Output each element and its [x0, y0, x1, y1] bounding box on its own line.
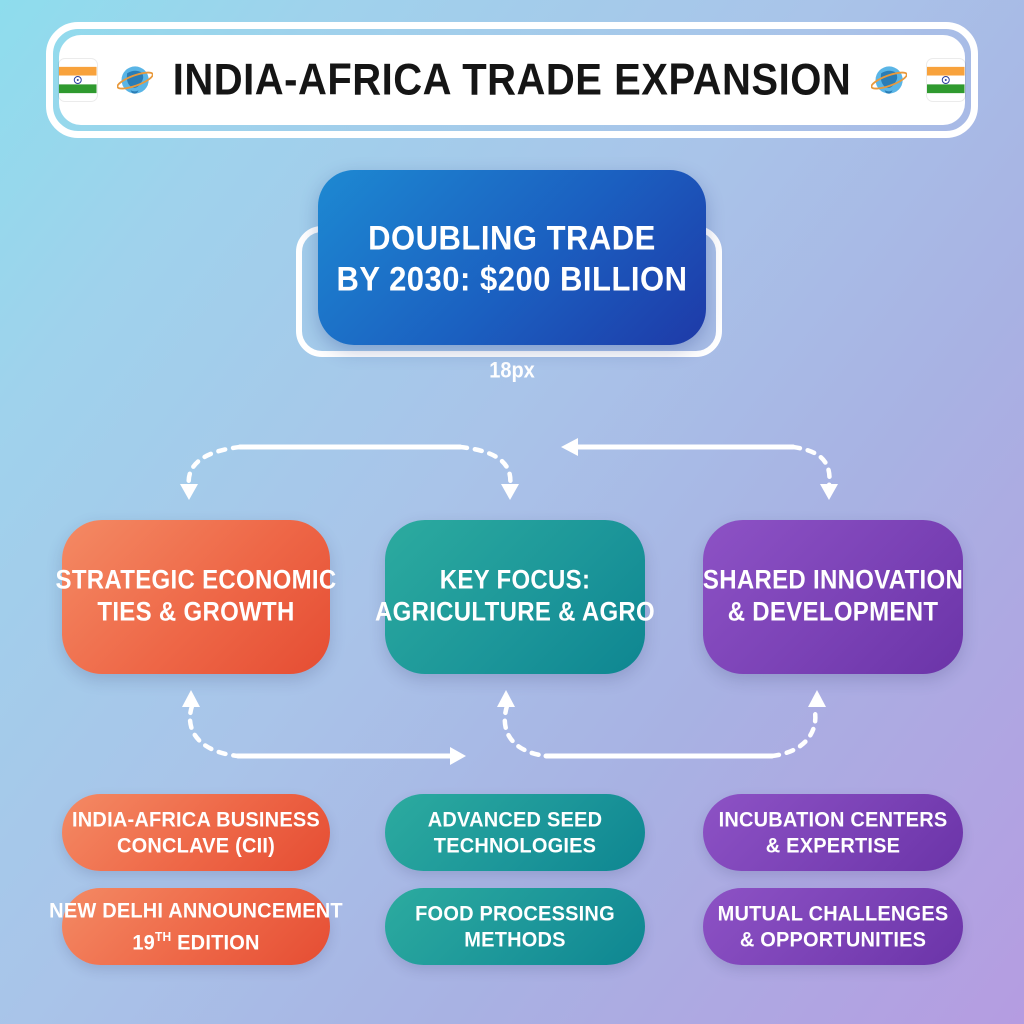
pill-incubation-centers: INCUBATION CENTERS & EXPERTISE	[703, 794, 963, 871]
pill-new-delhi-announcement: NEW DELHI ANNOUNCEMENT 19TH EDITION	[49, 888, 343, 965]
superscript-th: TH	[154, 928, 172, 945]
connector-dashed	[790, 444, 832, 489]
hero-box: DOUBLING TRADE BY 2030: $200 BILLION	[318, 170, 706, 345]
category-label: SHARED INNOVATION	[702, 565, 964, 596]
pill-label: CONCLAVE (CII)	[117, 833, 275, 858]
arrowhead-down-icon	[180, 484, 198, 500]
pill-label: MUTUAL CHALLENGES	[717, 901, 949, 926]
pill-mutual-challenges: MUTUAL CHALLENGES & OPPORTUNITIES	[703, 888, 963, 965]
hero-line1: DOUBLING TRADE	[368, 217, 656, 257]
page-title: INDIA-AFRICA TRADE EXPANSION	[172, 54, 852, 105]
arrowhead-left-icon	[561, 438, 578, 456]
pill-label: & EXPERTISE	[765, 833, 901, 858]
pill-label: INDIA-AFRICA BUSINESS	[72, 807, 320, 832]
arrowhead-up-icon	[182, 690, 200, 707]
globe-icon	[116, 66, 153, 94]
arrowhead-down-icon	[820, 484, 838, 500]
pill-label: & OPPORTUNITIES	[739, 927, 927, 952]
arrowhead-up-icon	[497, 690, 515, 707]
connector-dashed	[502, 703, 549, 759]
category-box-strategic-economic: STRATEGIC ECONOMIC TIES & GROWTH	[56, 520, 336, 674]
pill-label: NEW DELHI ANNOUNCEMENT	[49, 898, 343, 923]
pill-label: METHODS	[464, 927, 566, 952]
arrowhead-up-icon	[808, 690, 826, 707]
category-box-shared-innovation: SHARED INNOVATION & DEVELOPMENT	[703, 520, 963, 674]
arrowhead-down-icon	[501, 484, 519, 500]
pill-label: FOOD PROCESSING	[415, 901, 615, 926]
category-label: TIES & GROWTH	[97, 597, 295, 628]
category-label: AGRICULTURE & AGRO	[374, 597, 656, 628]
pill-label: TECHNOLOGIES	[433, 833, 597, 858]
category-box-agriculture-focus: KEY FOCUS: AGRICULTURE & AGRO	[375, 520, 655, 674]
header-banner-inner: INDIA-AFRICA TRADE EXPANSION	[59, 35, 965, 125]
pill-seed-technologies: ADVANCED SEED TECHNOLOGIES	[385, 794, 645, 871]
india-flag-icon	[927, 66, 965, 94]
connector-dashed	[186, 444, 243, 489]
globe-icon	[871, 66, 908, 94]
pill-label: INCUBATION CENTERS	[718, 807, 948, 832]
pill-business-conclave: INDIA-AFRICA BUSINESS CONCLAVE (CII)	[62, 794, 330, 871]
category-label: STRATEGIC ECONOMIC	[55, 565, 337, 596]
connector-dashed	[769, 704, 818, 759]
connector-dashed	[187, 703, 241, 759]
pill-label: ADVANCED SEED	[427, 807, 603, 832]
header-banner: INDIA-AFRICA TRADE EXPANSION	[46, 22, 978, 138]
pill-food-processing: FOOD PROCESSING METHODS	[385, 888, 645, 965]
pill-label: 19TH EDITION	[132, 928, 260, 955]
hero-line2: BY 2030: $200 BILLION	[336, 258, 688, 298]
india-flag-icon	[59, 66, 97, 94]
category-label: KEY FOCUS:	[439, 565, 591, 596]
arrowhead-right-icon	[450, 747, 466, 765]
category-label: & DEVELOPMENT	[727, 597, 939, 628]
connector-dashed	[457, 444, 513, 489]
hero-caption: 18px	[489, 358, 535, 384]
